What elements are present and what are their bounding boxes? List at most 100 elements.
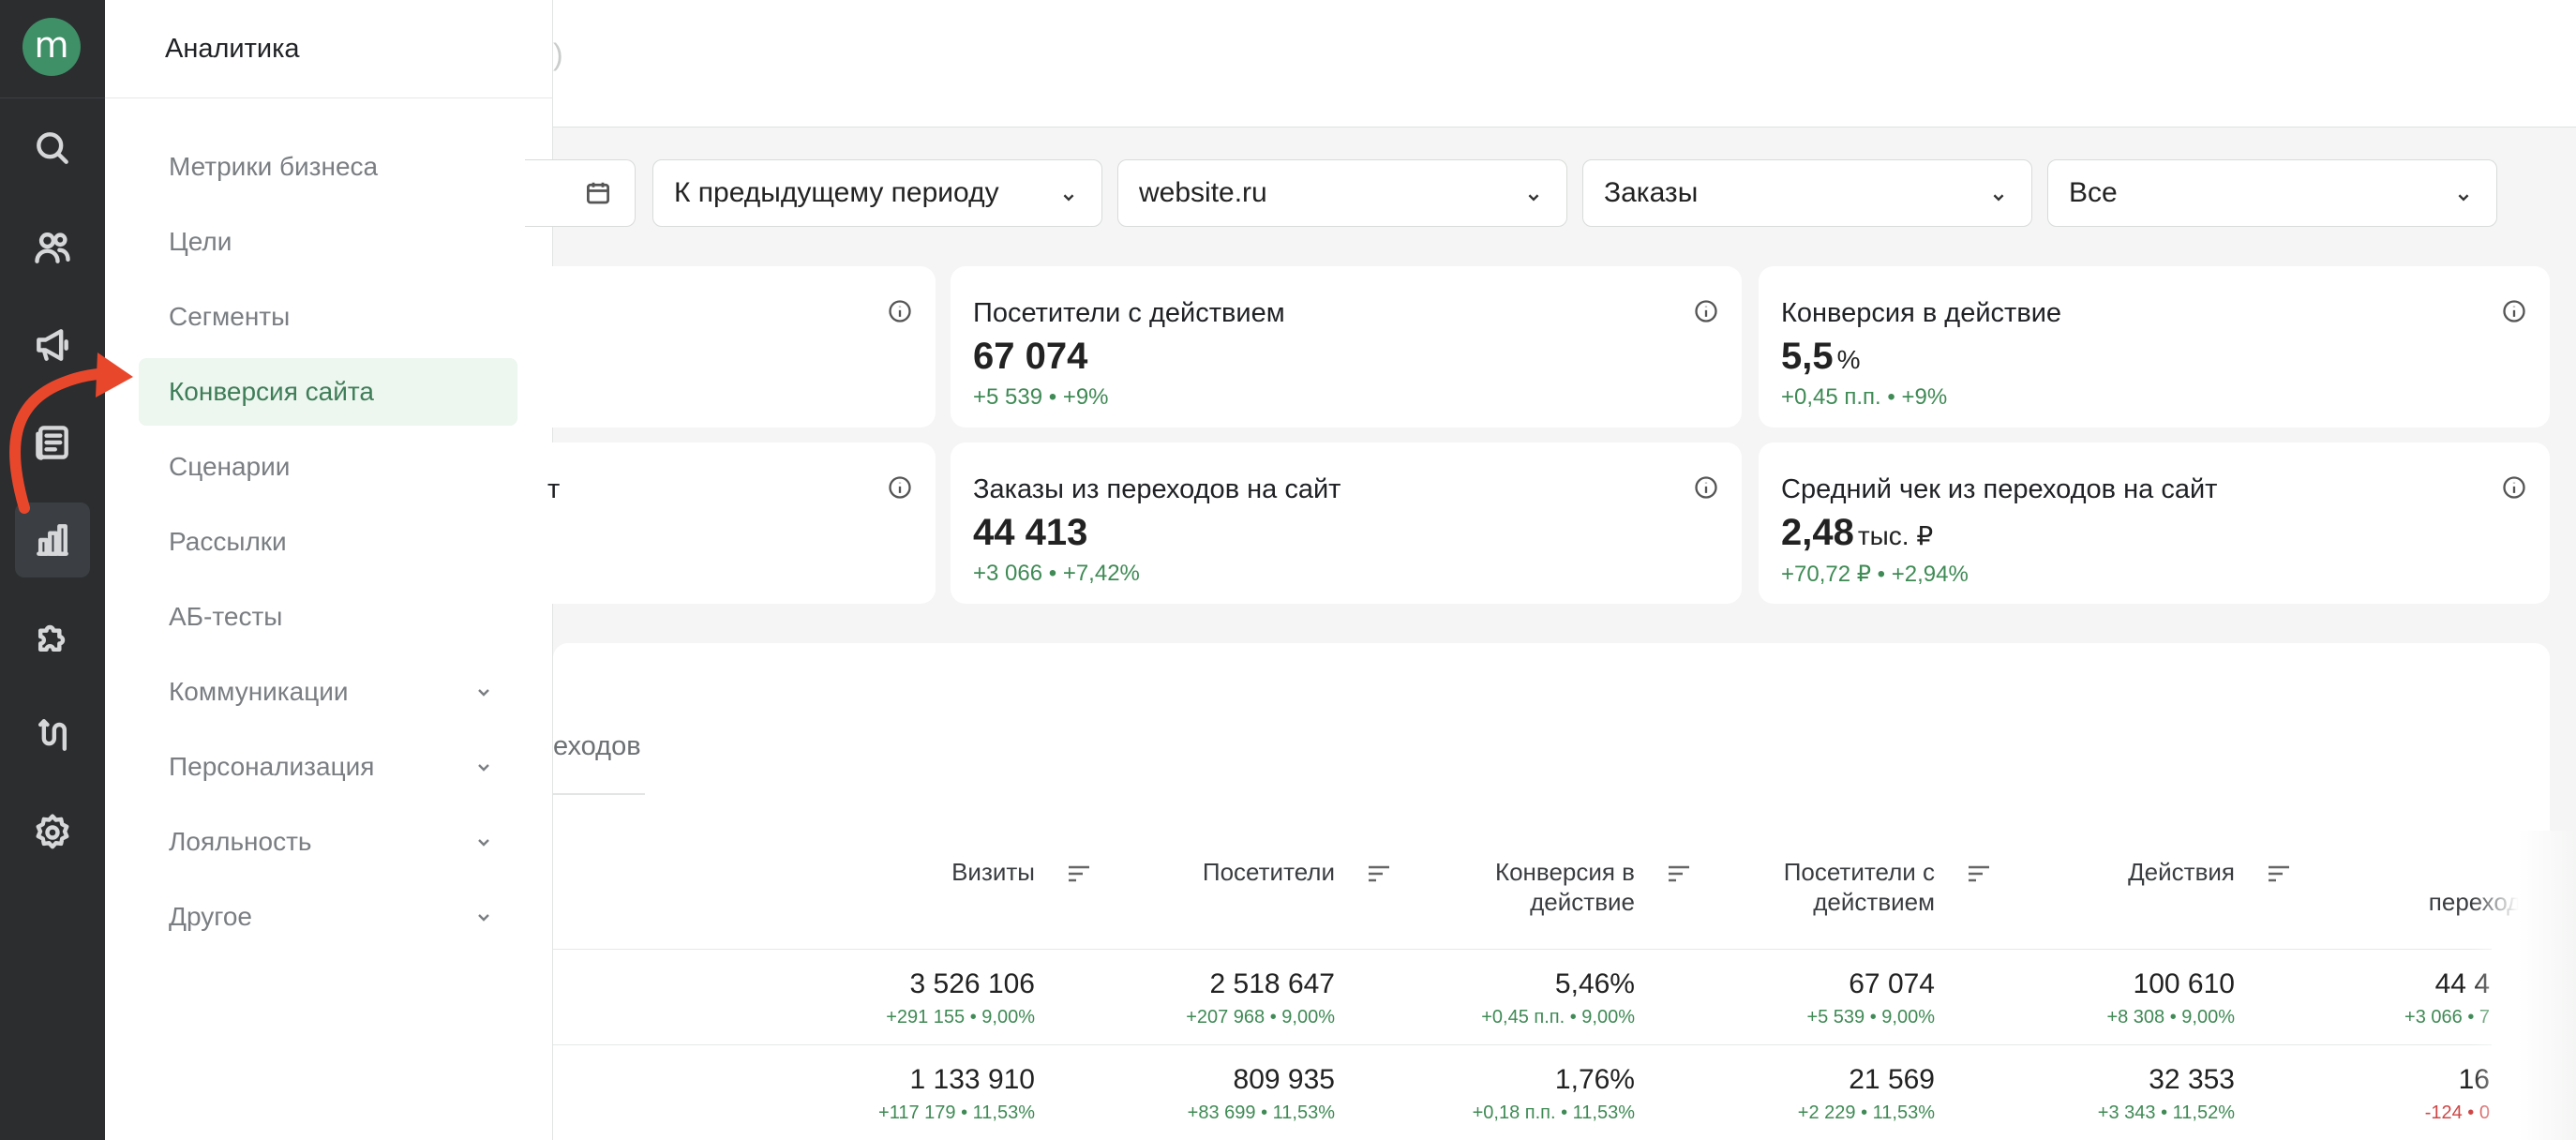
menu-item-goals[interactable]: Цели [139,208,517,276]
menu-item-label: Рассылки [169,527,287,556]
info-icon[interactable] [1693,298,1719,324]
menu-item-label: Цели [169,227,232,256]
rail-content[interactable] [15,405,90,480]
card-value: 2,48 тыс. ₽ [1781,512,1934,553]
menu-item-ab-tests[interactable]: АБ-тесты [139,583,517,651]
menu-item-label: АБ-тесты [169,602,283,631]
table-scroll-fade [2471,831,2576,1140]
calendar-icon [584,179,612,207]
rail-analytics[interactable] [15,502,90,578]
col-header-actions[interactable]: Действия [2128,858,2235,886]
kpi-card-visitors-with-action: Посетители с действием 67 074 +5 539 • +… [951,266,1742,428]
tab-transitions[interactable]: еходов [553,731,641,761]
kpi-card-partial [525,266,936,428]
card-delta: +5 539 • +9% [973,384,1109,410]
action-select[interactable]: Заказы [1582,159,2032,227]
compare-period-value: К предыдущему периоду [674,177,999,208]
sort-icon[interactable] [1667,864,1691,883]
card-value: 5,5% [1781,336,1861,377]
segment-select[interactable]: Все [2047,159,2497,227]
card-title-partial: т [547,474,561,504]
cell-actions: 100 610 +8 308 • 9,00% [2106,968,2235,1028]
menu-item-business-metrics[interactable]: Метрики бизнеса [139,133,517,201]
menu-item-label: Метрики бизнеса [169,152,379,181]
analytics-menu: Аналитика Метрики бизнеса Цели Сегменты … [105,0,553,1140]
rail-campaigns[interactable] [15,308,90,382]
cell-orders: 16-124 • 0 [2424,1064,2490,1123]
menu-item-segments[interactable]: Сегменты [139,283,517,351]
menu-item-label: Лояльность [169,827,312,856]
card-unit: % [1836,345,1861,374]
card-title: Посетители с действием [973,298,1285,328]
flow-icon [37,719,67,751]
chevron-down-icon [472,756,495,778]
rail-users[interactable] [15,210,90,285]
menu-item-site-conversion[interactable]: Конверсия сайта [139,358,517,426]
info-icon[interactable] [1693,474,1719,501]
col-header-visitors-with-action[interactable]: Посетители с действием [1783,858,1935,916]
kpi-card-orders: Заказы из переходов на сайт 44 413 +3 06… [951,442,1742,604]
content-icon [36,426,68,460]
segment-value: Все [2069,177,2118,208]
menu-item-label: Персонализация [169,752,375,781]
rail-settings[interactable] [15,795,90,870]
col-header-conversion[interactable]: Конверсия в действие [1494,858,1635,916]
kpi-card-avg-check: Средний чек из переходов на сайт 2,48 тыс… [1759,442,2550,604]
card-delta: +0,45 п.п. • +9% [1781,384,1948,410]
info-icon[interactable] [887,474,913,501]
chevron-down-icon [472,681,495,703]
sort-icon[interactable] [1367,864,1391,883]
analytics-icon [37,524,68,556]
menu-item-other[interactable]: Другое [139,883,517,951]
card-title: Заказы из переходов на сайт [973,474,1341,504]
app-logo[interactable]: m [22,18,81,76]
menu-item-communications[interactable]: Коммуникации [139,658,517,726]
sort-icon[interactable] [1067,864,1091,883]
cell-visitors: 809 935 +83 699 • 11,53% [1187,1064,1335,1123]
icon-rail: m [0,0,105,1140]
menu-title: Аналитика [165,34,300,64]
date-range-picker[interactable] [525,159,636,227]
col-header-visits[interactable]: Визиты [951,858,1035,886]
menu-item-label: Сценарии [169,452,291,481]
info-icon[interactable] [887,298,913,324]
rail-search[interactable] [15,111,90,186]
chevron-down-icon [2453,184,2474,204]
cell-actions: 32 353 +3 343 • 11,52% [2097,1064,2235,1123]
kpi-card-partial-2: т [525,442,936,604]
col-header-visitors[interactable]: Посетители [1202,858,1335,886]
compare-period-select[interactable]: К предыдущему периоду [652,159,1102,227]
rail-flows[interactable] [15,698,90,772]
puzzle-icon [37,624,66,652]
chevron-down-icon [472,906,495,928]
info-icon[interactable] [2501,474,2527,501]
menu-item-mailings[interactable]: Рассылки [139,508,517,576]
cell-conversion: 1,76% +0,18 п.п. • 11,53% [1472,1064,1635,1123]
card-unit: тыс. ₽ [1857,521,1934,550]
card-value: 44 413 [973,512,1088,553]
page-header [553,0,2576,128]
site-select[interactable]: website.ru [1117,159,1567,227]
sort-icon[interactable] [2267,864,2291,883]
info-icon[interactable] [2501,298,2527,324]
card-delta: +3 066 • +7,42% [973,561,1140,586]
chevron-down-icon [472,831,495,853]
menu-item-label: Сегменты [169,302,291,331]
cell-visitors-with-action: 67 074 +5 539 • 9,00% [1806,968,1935,1028]
card-value: 67 074 [973,336,1088,377]
card-delta: +70,72 ₽ • +2,94% [1781,562,1969,587]
gear-icon [36,814,69,849]
cell-visits: 3 526 106 +291 155 • 9,00% [886,968,1035,1028]
menu-item-loyalty[interactable]: Лояльность [139,808,517,876]
cell-visitors: 2 518 647 +207 968 • 9,00% [1186,968,1335,1028]
menu-item-personalization[interactable]: Персонализация [139,733,517,801]
cell-conversion: 5,46% +0,45 п.п. • 9,00% [1481,968,1635,1028]
megaphone-icon [37,329,68,361]
sort-icon[interactable] [1967,864,1991,883]
menu-item-label: Конверсия сайта [169,377,374,406]
action-value: Заказы [1604,177,1699,208]
chevron-down-icon [1523,184,1544,204]
rail-integrations[interactable] [15,600,90,675]
menu-item-scenarios[interactable]: Сценарии [139,433,517,501]
cell-orders: 44 4 +3 066 • 7 [2404,968,2490,1028]
